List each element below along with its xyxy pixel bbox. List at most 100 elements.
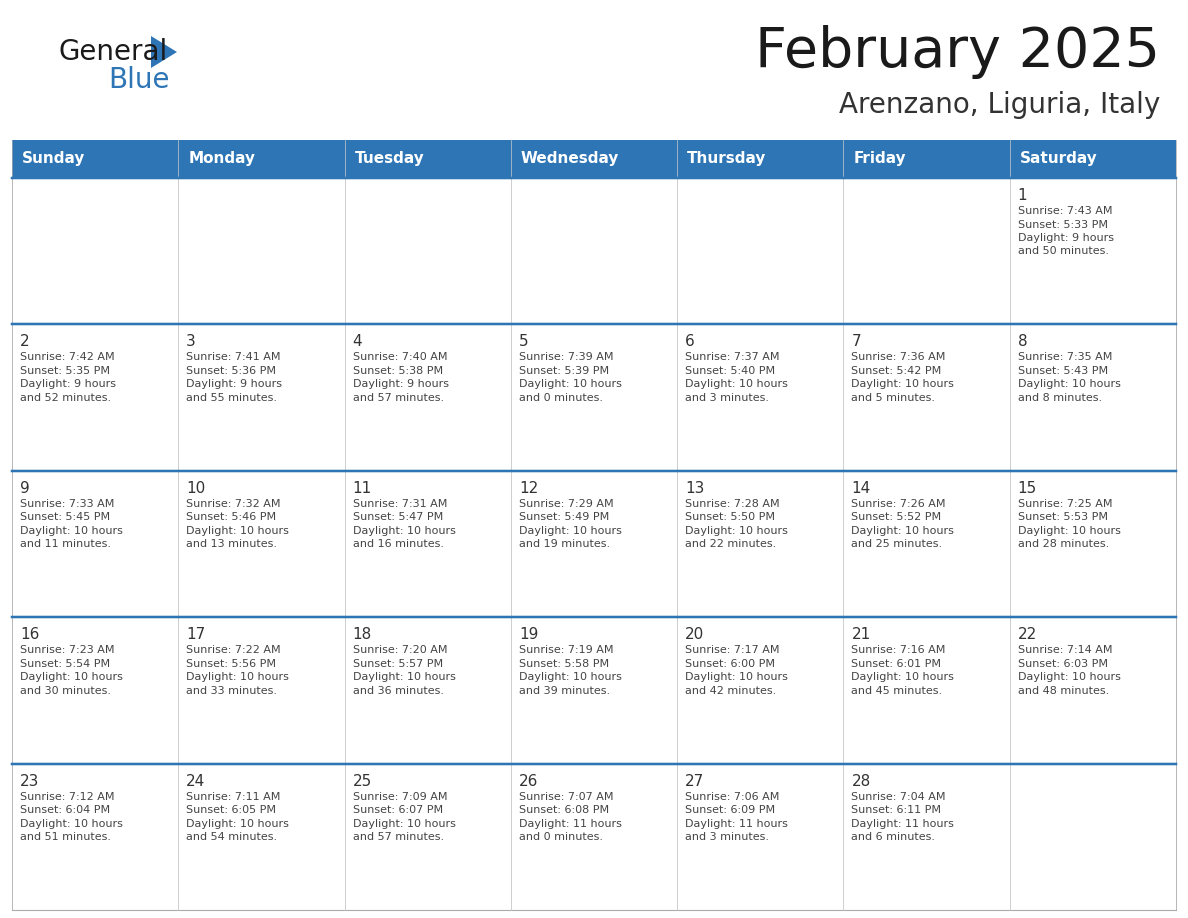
Text: 25: 25 (353, 774, 372, 789)
Text: Daylight: 10 hours: Daylight: 10 hours (852, 672, 954, 682)
Text: Daylight: 9 hours: Daylight: 9 hours (20, 379, 116, 389)
Text: 17: 17 (187, 627, 206, 643)
Text: Sunrise: 7:41 AM: Sunrise: 7:41 AM (187, 353, 280, 363)
Bar (677, 764, 843, 910)
Bar (345, 471, 511, 617)
Bar (843, 617, 1010, 764)
Bar (511, 617, 677, 764)
Text: Daylight: 10 hours: Daylight: 10 hours (519, 379, 621, 389)
Bar (178, 471, 345, 617)
Text: Sunrise: 7:42 AM: Sunrise: 7:42 AM (20, 353, 114, 363)
Text: Daylight: 11 hours: Daylight: 11 hours (685, 819, 788, 829)
Text: Sunrise: 7:36 AM: Sunrise: 7:36 AM (852, 353, 946, 363)
Bar (12, 471, 178, 617)
Text: Daylight: 10 hours: Daylight: 10 hours (20, 526, 122, 536)
Text: Daylight: 10 hours: Daylight: 10 hours (20, 672, 122, 682)
Text: Thursday: Thursday (687, 151, 766, 166)
Text: Sunset: 5:43 PM: Sunset: 5:43 PM (1018, 366, 1108, 375)
Bar (843, 764, 1010, 910)
Bar (178, 324, 345, 471)
Text: and 51 minutes.: and 51 minutes. (20, 832, 110, 842)
Text: and 5 minutes.: and 5 minutes. (852, 393, 935, 403)
Text: 12: 12 (519, 481, 538, 496)
Text: Sunset: 6:01 PM: Sunset: 6:01 PM (852, 659, 941, 668)
Bar (511, 178, 677, 324)
Text: Sunrise: 7:17 AM: Sunrise: 7:17 AM (685, 645, 779, 655)
Text: Sunset: 5:33 PM: Sunset: 5:33 PM (1018, 219, 1107, 230)
Text: Sunset: 5:52 PM: Sunset: 5:52 PM (852, 512, 942, 522)
Text: and 52 minutes.: and 52 minutes. (20, 393, 112, 403)
Text: Daylight: 10 hours: Daylight: 10 hours (187, 819, 289, 829)
Bar (843, 178, 1010, 324)
Text: Daylight: 10 hours: Daylight: 10 hours (685, 526, 788, 536)
Text: Sunset: 5:50 PM: Sunset: 5:50 PM (685, 512, 775, 522)
Text: Sunrise: 7:26 AM: Sunrise: 7:26 AM (852, 498, 946, 509)
Polygon shape (151, 36, 177, 68)
Text: and 22 minutes.: and 22 minutes. (685, 539, 777, 549)
Text: Sunset: 5:39 PM: Sunset: 5:39 PM (519, 366, 609, 375)
Text: Sunrise: 7:23 AM: Sunrise: 7:23 AM (20, 645, 114, 655)
Bar (1010, 617, 1176, 764)
Bar (12, 324, 178, 471)
Text: Daylight: 10 hours: Daylight: 10 hours (353, 672, 455, 682)
Text: Sunrise: 7:29 AM: Sunrise: 7:29 AM (519, 498, 613, 509)
Text: and 42 minutes.: and 42 minutes. (685, 686, 777, 696)
Text: Monday: Monday (188, 151, 255, 166)
Text: Sunrise: 7:37 AM: Sunrise: 7:37 AM (685, 353, 779, 363)
Text: and 36 minutes.: and 36 minutes. (353, 686, 443, 696)
Text: 23: 23 (20, 774, 39, 789)
Text: Daylight: 9 hours: Daylight: 9 hours (353, 379, 449, 389)
Bar (178, 617, 345, 764)
Text: Sunset: 6:11 PM: Sunset: 6:11 PM (852, 805, 941, 815)
Text: Sunset: 5:57 PM: Sunset: 5:57 PM (353, 659, 443, 668)
Text: Sunset: 5:42 PM: Sunset: 5:42 PM (852, 366, 942, 375)
Text: and 19 minutes.: and 19 minutes. (519, 539, 609, 549)
Text: Sunrise: 7:16 AM: Sunrise: 7:16 AM (852, 645, 946, 655)
Text: and 13 minutes.: and 13 minutes. (187, 539, 277, 549)
Text: Daylight: 11 hours: Daylight: 11 hours (852, 819, 954, 829)
Text: and 6 minutes.: and 6 minutes. (852, 832, 935, 842)
Bar (178, 178, 345, 324)
Bar (1010, 471, 1176, 617)
Text: Sunset: 6:05 PM: Sunset: 6:05 PM (187, 805, 277, 815)
Text: Daylight: 9 hours: Daylight: 9 hours (1018, 233, 1113, 243)
Text: Daylight: 10 hours: Daylight: 10 hours (187, 526, 289, 536)
Text: 10: 10 (187, 481, 206, 496)
Text: Sunset: 6:07 PM: Sunset: 6:07 PM (353, 805, 443, 815)
Text: 16: 16 (20, 627, 39, 643)
Bar (677, 471, 843, 617)
Text: 22: 22 (1018, 627, 1037, 643)
Text: Sunset: 5:54 PM: Sunset: 5:54 PM (20, 659, 110, 668)
Text: 19: 19 (519, 627, 538, 643)
Text: Friday: Friday (853, 151, 906, 166)
Text: Sunset: 5:40 PM: Sunset: 5:40 PM (685, 366, 776, 375)
Text: and 16 minutes.: and 16 minutes. (353, 539, 443, 549)
Text: 6: 6 (685, 334, 695, 350)
Bar (12, 764, 178, 910)
Text: Daylight: 10 hours: Daylight: 10 hours (353, 526, 455, 536)
Text: Sunrise: 7:19 AM: Sunrise: 7:19 AM (519, 645, 613, 655)
Text: 28: 28 (852, 774, 871, 789)
Text: Sunset: 6:03 PM: Sunset: 6:03 PM (1018, 659, 1107, 668)
Text: 18: 18 (353, 627, 372, 643)
Bar (345, 617, 511, 764)
Bar (511, 764, 677, 910)
Text: 21: 21 (852, 627, 871, 643)
Text: 27: 27 (685, 774, 704, 789)
Bar (843, 471, 1010, 617)
Bar (12, 140, 1176, 178)
Text: Sunrise: 7:12 AM: Sunrise: 7:12 AM (20, 791, 114, 801)
Text: 2: 2 (20, 334, 30, 350)
Text: 5: 5 (519, 334, 529, 350)
Text: Blue: Blue (108, 66, 170, 94)
Text: and 30 minutes.: and 30 minutes. (20, 686, 110, 696)
Text: and 0 minutes.: and 0 minutes. (519, 393, 602, 403)
Text: Sunrise: 7:04 AM: Sunrise: 7:04 AM (852, 791, 946, 801)
Text: Sunrise: 7:28 AM: Sunrise: 7:28 AM (685, 498, 779, 509)
Bar (1010, 764, 1176, 910)
Text: Sunset: 5:36 PM: Sunset: 5:36 PM (187, 366, 277, 375)
Text: and 28 minutes.: and 28 minutes. (1018, 539, 1108, 549)
Text: Daylight: 10 hours: Daylight: 10 hours (1018, 379, 1120, 389)
Text: Sunrise: 7:43 AM: Sunrise: 7:43 AM (1018, 206, 1112, 216)
Text: Sunset: 6:04 PM: Sunset: 6:04 PM (20, 805, 110, 815)
